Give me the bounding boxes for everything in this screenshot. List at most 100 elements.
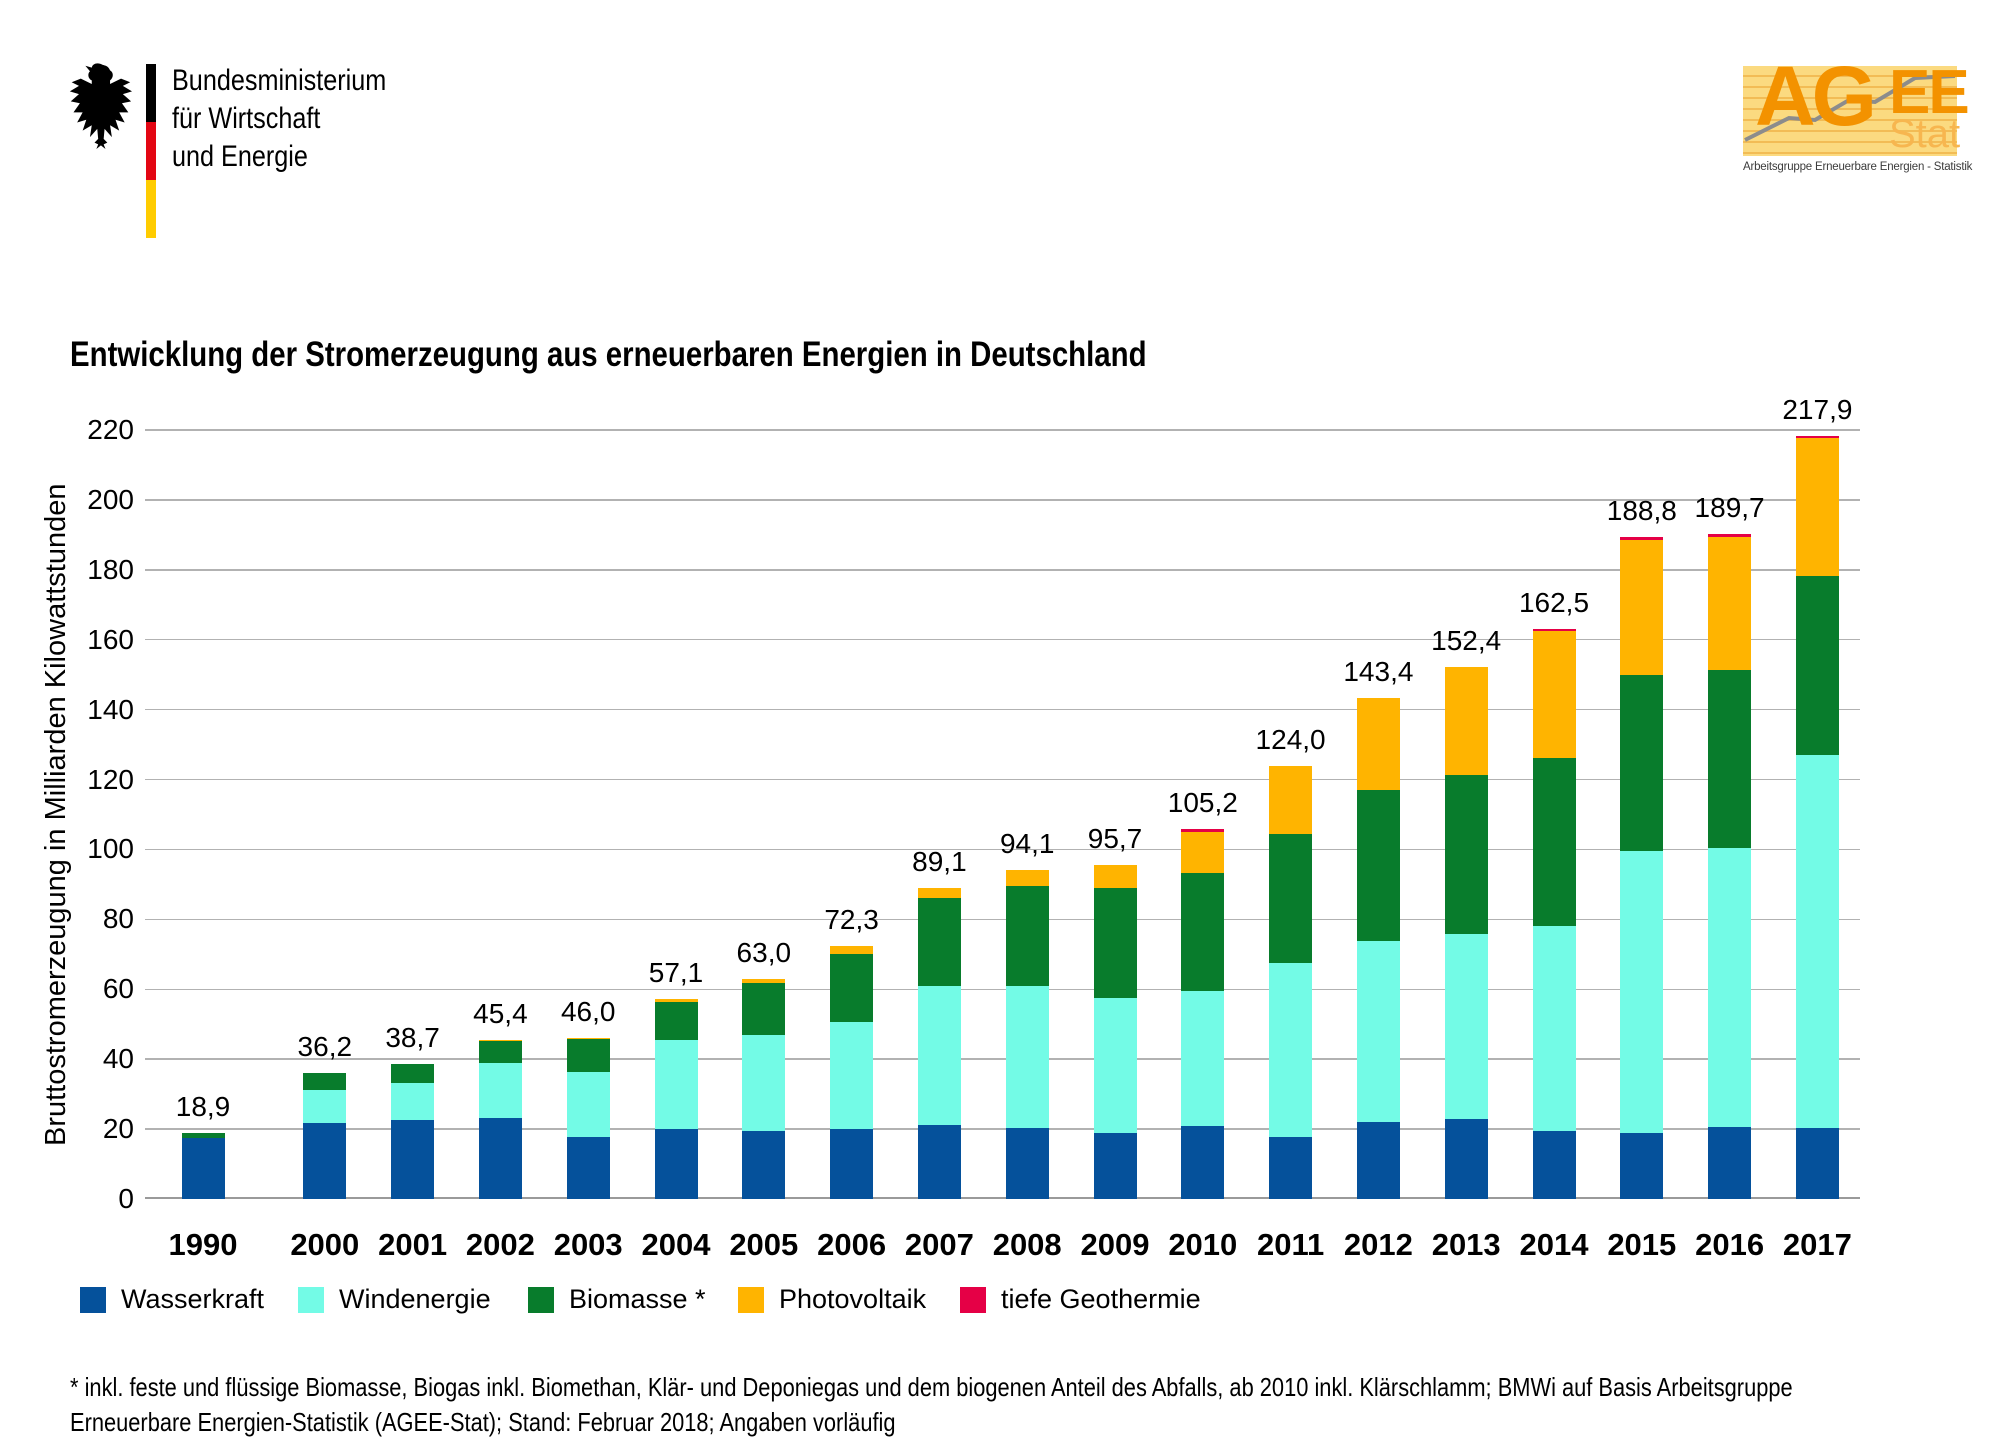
bar-total-label: 217,9 [1782,393,1853,425]
gridline [145,569,1860,571]
bar-segment-tiefe-geothermie [1620,537,1664,540]
bar-segment-biomasse [654,1001,698,1040]
bar-segment-photovoltaik [830,946,874,955]
x-tick-label: 2004 [641,1227,711,1262]
gridline [145,848,1860,851]
bar-segment-photovoltaik [1269,765,1313,835]
bar-total-label: 105,2 [1167,787,1238,819]
y-tick-label: 200 [87,483,134,515]
gridline [145,499,1860,501]
legend-label: Wasserkraft [121,1284,265,1314]
bar-2014: 162,5 2014 [1519,587,1589,1262]
y-tick-label: 20 [102,1113,134,1145]
bar-total-label: 162,5 [1518,586,1590,618]
y-tick-label: 100 [87,833,134,865]
bar-segment-photovoltaik [917,887,961,899]
bar-total-label: 36,2 [297,1030,353,1062]
legend-item-windenergie: Windenergie [298,1284,491,1315]
bar-segment-windenergie [1444,934,1488,1119]
y-tick-label: 80 [102,903,134,935]
x-tick-label: 2015 [1607,1227,1677,1262]
bar-segment-wasserkraft [181,1138,225,1199]
x-tick-label: 2017 [1782,1227,1852,1262]
y-tick-label: 40 [102,1043,134,1075]
agee-logo-stat: Stat [1889,112,1961,156]
bar-total-label: 95,7 [1087,822,1143,854]
bar-2013: 152,4 2013 [1431,625,1501,1262]
legend-item-tiefe-geothermie: tiefe Geothermie [960,1284,1201,1315]
bar-segment-wasserkraft [1269,1137,1313,1199]
ministry-logo: Bundesministerium für Wirtschaft und Ene… [68,40,427,238]
bar-segment-windenergie [1795,755,1839,1129]
y-tick-label: 160 [87,623,134,655]
gridline [145,988,1860,991]
bar-segment-wasserkraft [1532,1130,1576,1199]
y-tick-label: 140 [87,693,134,725]
bar-2002: 45,4 2002 [466,998,535,1262]
bar-segment-biomasse [1005,885,1049,986]
bar-2000: 36,2 2000 [290,1031,359,1263]
bar-2007: 89,1 2007 [905,846,974,1262]
bar-segment-photovoltaik [1005,870,1049,886]
x-tick-label: 2006 [817,1227,887,1262]
x-tick-label: 2009 [1080,1227,1150,1262]
bar-total-label: 38,7 [385,1021,440,1053]
legend-swatch [960,1286,986,1313]
x-tick-label: 2008 [992,1227,1062,1262]
gridline [145,778,1860,781]
bar-segment-windenergie [478,1063,522,1119]
bar-segment-windenergie [391,1083,435,1120]
legend-swatch [528,1286,554,1313]
gridline [145,918,1860,921]
bar-segment-windenergie [1005,985,1049,1128]
x-tick-label: 2013 [1431,1227,1501,1262]
y-tick-label: 120 [87,763,134,795]
bar-segment-biomasse [1708,669,1752,849]
x-tick-label: 2011 [1256,1227,1325,1262]
bar-segment-photovoltaik [1356,697,1400,791]
bar-segment-windenergie [566,1071,610,1138]
bar-segment-photovoltaik [1620,539,1664,676]
bar-segment-biomasse [1093,887,1137,998]
flag-gold [146,180,156,238]
bar-segment-biomasse [1444,775,1488,935]
bar-2004: 57,1 2004 [642,957,711,1262]
bar-segment-wasserkraft [391,1119,435,1199]
bar-total-label: 89,1 [912,845,967,877]
bar-segment-photovoltaik [1093,864,1137,888]
gridline [145,1128,1860,1130]
bar-segment-photovoltaik [1795,438,1839,576]
bar-segment-photovoltaik [478,1040,522,1042]
bar-segment-photovoltaik [1444,667,1488,776]
bar-segment-windenergie [1532,926,1576,1131]
gridline [145,708,1860,711]
bar-segment-wasserkraft [478,1118,522,1199]
legend-swatch [80,1286,106,1313]
bar-1990: 18,9 1990 [169,1091,238,1262]
bar-segment-wasserkraft [1005,1127,1049,1199]
footnote-line2: Erneuerbare Energien-Statistik (AGEE-Sta… [70,1407,896,1437]
y-tick-label: 60 [102,973,134,1005]
bar-segment-biomasse [1181,872,1225,992]
bar-segment-biomasse [1620,675,1664,851]
bar-segment-biomasse [830,954,874,1022]
bar-segment-windenergie [1269,962,1313,1138]
bar-segment-photovoltaik [566,1038,610,1040]
bar-segment-windenergie [830,1021,874,1130]
bar-segment-wasserkraft [1708,1127,1752,1199]
agee-logo-box: AG EE Stat [1743,54,1970,156]
x-tick-label: 2016 [1695,1227,1765,1262]
bar-segment-wasserkraft [917,1124,961,1199]
agee-logo-caption: Arbeitsgruppe Erneuerbare Energien - Sta… [1743,161,1973,173]
agee-logo-ee: EE [1889,58,1970,127]
legend-label: tiefe Geothermie [1001,1284,1201,1314]
bar-segment-biomasse [1269,834,1313,963]
x-tick-label: 2012 [1343,1227,1413,1262]
bar-segment-windenergie [1620,850,1664,1133]
bar-segment-wasserkraft [742,1130,786,1199]
bar-2017: 217,9 2017 [1782,394,1852,1263]
ministry-name-line2: für Wirtschaft [172,102,321,135]
bar-2001: 38,7 2001 [378,1022,447,1262]
bar-segment-biomasse [303,1072,347,1090]
